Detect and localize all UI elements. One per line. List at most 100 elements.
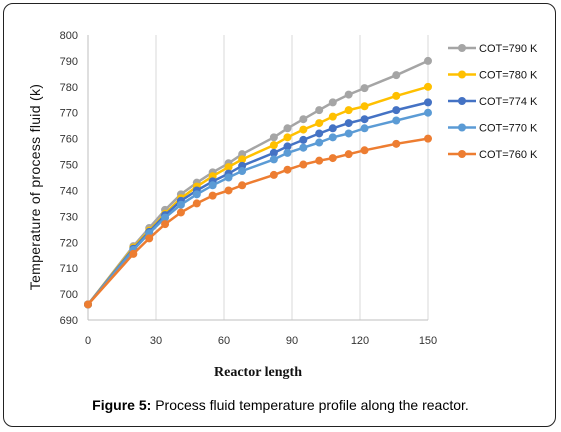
data-point	[344, 129, 353, 138]
legend-label: COT=760 K	[479, 149, 538, 161]
data-point	[299, 115, 308, 124]
series-cot-780-k	[84, 82, 432, 309]
y-tick-label: 720	[60, 237, 78, 249]
data-point	[145, 234, 154, 243]
data-point	[392, 106, 401, 115]
y-tick-label: 730	[60, 211, 78, 223]
chart-grid	[155, 35, 429, 320]
data-point	[224, 163, 233, 172]
series-cot-760-k	[84, 134, 432, 309]
legend-marker	[458, 97, 466, 105]
series-cot-770-k	[84, 108, 432, 309]
series-cot-790-k	[84, 56, 432, 309]
y-tick-label: 710	[60, 263, 78, 275]
y-tick-label: 800	[60, 30, 78, 42]
data-point	[238, 167, 247, 176]
data-point	[299, 135, 308, 144]
data-point	[269, 155, 278, 164]
data-point	[224, 186, 233, 195]
legend-marker	[458, 70, 466, 79]
data-point	[328, 112, 337, 121]
chart-axes	[87, 35, 428, 321]
data-point	[238, 155, 247, 164]
y-tick-label: 690	[60, 315, 78, 327]
data-point	[328, 133, 337, 142]
data-point	[315, 138, 324, 147]
caption-text: Process fluid temperature profile along …	[155, 397, 469, 413]
data-point	[360, 146, 369, 155]
data-point	[192, 190, 201, 199]
x-tick-label: 0	[85, 335, 91, 347]
data-point	[424, 56, 432, 65]
data-point	[192, 199, 201, 208]
y-tick-label: 750	[60, 160, 78, 172]
figure-caption: Figure 5: Process fluid temperature prof…	[0, 397, 561, 413]
legend-label: COT=780 K	[479, 70, 538, 82]
data-point	[283, 124, 292, 133]
series-line	[87, 137, 429, 306]
data-point	[269, 141, 278, 150]
data-point	[299, 125, 308, 134]
series-line	[87, 85, 429, 306]
legend-label: COT=790 K	[479, 43, 538, 55]
data-point	[315, 106, 324, 115]
data-point	[328, 124, 337, 133]
data-point	[424, 82, 432, 91]
data-point	[328, 154, 337, 163]
legend-marker	[458, 44, 466, 52]
data-point	[315, 156, 324, 165]
data-point	[344, 150, 353, 159]
y-tick-label: 770	[60, 108, 78, 120]
data-point	[392, 139, 401, 148]
legend-marker	[458, 150, 466, 158]
data-point	[392, 116, 401, 125]
y-tick-label: 780	[60, 82, 78, 94]
x-tick-label: 150	[419, 335, 437, 347]
legend-label: COT=770 K	[479, 123, 538, 135]
data-point	[360, 115, 369, 124]
x-tick-labels: 0 30 60 90 120 150	[85, 335, 437, 347]
legend-marker	[458, 123, 466, 132]
data-point	[344, 106, 353, 115]
data-point	[283, 133, 292, 142]
data-point	[269, 148, 278, 157]
data-point	[283, 142, 292, 151]
data-point	[315, 119, 324, 128]
data-point	[224, 173, 233, 182]
chart-legend: COT=790 K COT=780 K COT=774 K COT=770 K COT=…	[448, 43, 538, 161]
series-cot-774-k	[84, 98, 432, 309]
series-line	[87, 101, 429, 306]
y-tick-labels: 690 700 710 720 730 740 750 760 770 780 790 800	[60, 30, 78, 327]
data-point	[84, 300, 92, 309]
data-point	[392, 91, 401, 100]
y-tick-label: 790	[60, 56, 78, 68]
chart-series	[84, 56, 432, 309]
data-point	[315, 129, 324, 138]
data-point	[176, 200, 185, 209]
data-point	[161, 220, 170, 229]
data-point	[424, 108, 432, 117]
legend-item: COT=770 K	[448, 123, 538, 135]
x-tick-label: 30	[150, 335, 162, 347]
data-point	[360, 84, 369, 93]
data-point	[208, 191, 217, 200]
legend-item: COT=760 K	[448, 149, 538, 161]
y-tick-label: 760	[60, 134, 78, 146]
legend-item: COT=780 K	[448, 70, 538, 82]
data-point	[299, 143, 308, 152]
data-point	[424, 134, 432, 143]
legend-label: COT=774 K	[479, 96, 538, 108]
data-point	[360, 124, 369, 133]
legend-item: COT=790 K	[448, 43, 538, 55]
y-tick-label: 740	[60, 185, 78, 197]
data-point	[269, 170, 278, 179]
data-point	[269, 133, 278, 142]
series-line	[87, 59, 429, 306]
data-point	[283, 165, 292, 174]
y-axis-label: Temperature of process fluid (k)	[27, 84, 43, 290]
data-point	[283, 148, 292, 157]
x-tick-label: 90	[286, 335, 298, 347]
y-tick-label: 700	[60, 289, 78, 301]
x-tick-label: 60	[218, 335, 230, 347]
